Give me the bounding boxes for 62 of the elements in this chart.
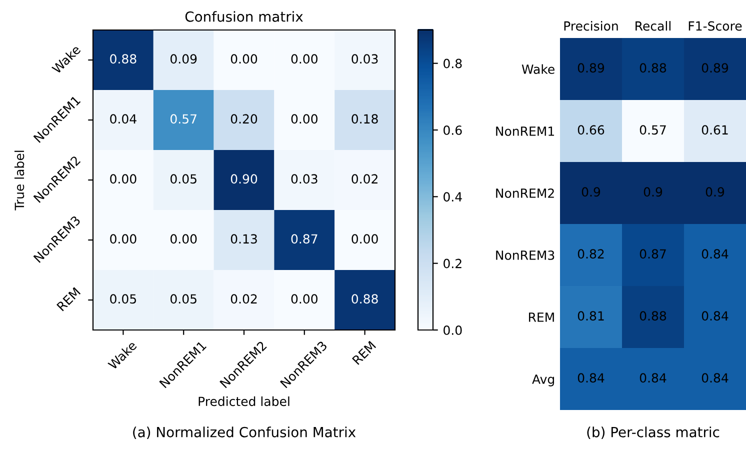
data-label: 0.57 [640, 125, 666, 135]
data-label: 0.00 [230, 54, 258, 64]
y-tick-label: Wake [522, 64, 554, 74]
data-label: 0.87 [291, 234, 318, 244]
data-label: 0.09 [170, 54, 197, 64]
data-label: 0.05 [170, 174, 196, 184]
data-label: 0.88 [110, 54, 136, 64]
y-tick-label: NonREM3 [496, 250, 554, 260]
data-label: 0.05 [170, 294, 196, 304]
data-label: 0.61 [702, 125, 728, 135]
color-bar-label: 0.6 [444, 125, 462, 135]
data-label: 0.05 [110, 294, 136, 304]
text: (a) Normalized Confusion Matrix [133, 426, 356, 439]
color-bar-label: 0.0 [444, 325, 462, 335]
data-label: 0.00 [110, 234, 136, 244]
data-label: 0.03 [291, 174, 318, 184]
data-label: 0.9 [706, 187, 724, 197]
y-axis-title: True label [14, 150, 24, 210]
data-label: 0.13 [230, 234, 257, 244]
data-label: 0.00 [110, 174, 136, 184]
y-tick-label: Avg [532, 374, 554, 386]
x-tick-label: Precision [564, 21, 618, 31]
data-label: 0.00 [291, 114, 318, 124]
data-label: 0.18 [352, 114, 378, 124]
data-label: 0.84 [640, 373, 666, 383]
data-label: 0.9 [582, 187, 600, 197]
data-label: 0.9 [644, 187, 662, 197]
data-label: 0.57 [170, 114, 196, 124]
data-label: 0.89 [702, 63, 728, 73]
data-label: 0.88 [640, 63, 666, 73]
data-label: 0.87 [640, 249, 666, 259]
y-tick-label: NonREM1 [496, 126, 554, 136]
data-label: 0.00 [170, 234, 197, 244]
data-label: 0.66 [578, 125, 604, 135]
data-label: 0.84 [702, 373, 728, 383]
data-label: 0.88 [352, 294, 378, 304]
color-bar-label: 0.2 [444, 258, 462, 268]
x-tick-label: F1-Score [688, 21, 742, 31]
data-label: 0.02 [230, 294, 257, 304]
x-axis-title: Predicted label [198, 396, 290, 406]
data-label: 0.89 [578, 63, 604, 73]
data-label: 0.03 [352, 54, 378, 64]
chart-title: Confusion matrix [185, 11, 303, 22]
data-label: 0.04 [110, 114, 136, 124]
data-label: 0.84 [578, 373, 604, 383]
data-label: 0.90 [230, 174, 258, 184]
data-label: 0.20 [230, 114, 258, 124]
y-tick-label: REM [528, 312, 554, 322]
data-label: 0.00 [352, 234, 378, 244]
color-bar-label: 0.8 [444, 58, 462, 68]
color-bar-label: 0.4 [444, 192, 462, 202]
data-label: 0.84 [702, 249, 728, 259]
data-label: 0.81 [578, 311, 604, 321]
data-label: 0.00 [291, 54, 318, 64]
data-label: 0.82 [578, 249, 604, 259]
data-label: 0.88 [640, 311, 666, 321]
data-label: 0.02 [352, 174, 378, 184]
data-label: 0.00 [291, 294, 318, 304]
data-label: 0.84 [702, 311, 728, 321]
x-tick-label: Recall [636, 21, 670, 31]
y-tick-label: NonREM2 [496, 188, 554, 198]
text: (b) Per-class matric [587, 426, 720, 439]
